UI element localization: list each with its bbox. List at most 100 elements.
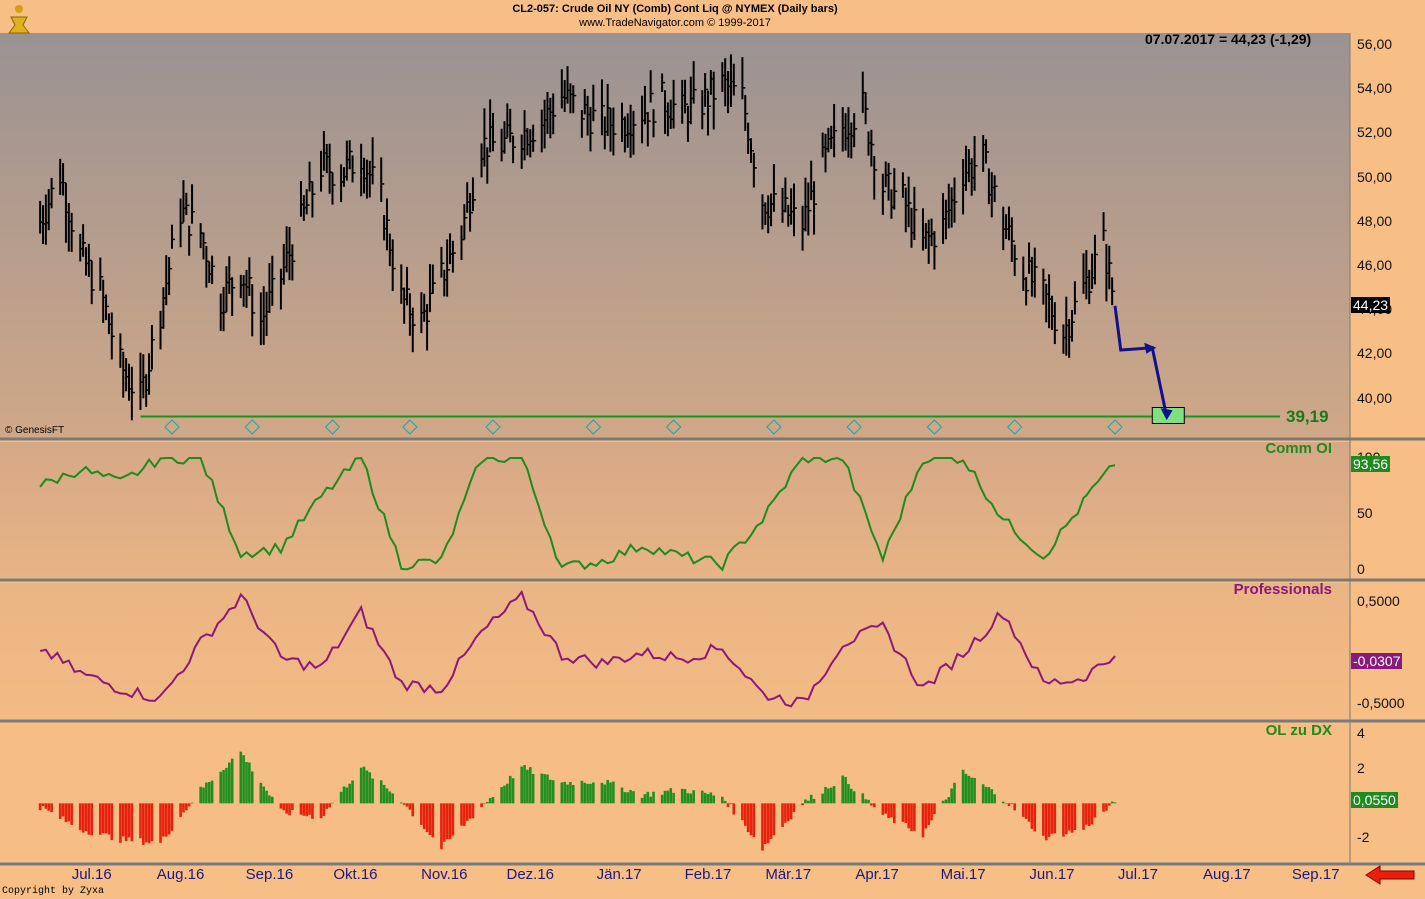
ol-zu-dx-histogram — [38, 751, 1117, 851]
histogram-bar-negative — [107, 803, 111, 835]
projection-arrowhead — [1160, 408, 1173, 421]
histogram-bar-positive — [503, 785, 506, 804]
histogram-bar-negative — [325, 803, 329, 809]
y-tick-label: -2 — [1357, 828, 1370, 845]
histogram-bar-negative — [185, 803, 188, 811]
histogram-bar-negative — [187, 803, 191, 807]
histogram-bar-positive — [592, 782, 595, 804]
r-diamond-marker-icon — [402, 419, 418, 435]
professionals-line — [39, 589, 1116, 708]
histogram-bar-positive — [603, 784, 607, 804]
histogram-bar-negative — [150, 803, 154, 842]
x-tick-label: Aug.16 — [156, 866, 205, 883]
histogram-bar-positive — [723, 800, 727, 804]
y-tick-label: 2 — [1357, 759, 1365, 776]
histogram-bar-negative — [420, 803, 423, 825]
histogram-bar-negative — [170, 803, 174, 831]
histogram-bar-positive — [563, 781, 566, 804]
histogram-bar-positive — [829, 787, 833, 804]
r-diamond-marker-icon — [485, 419, 501, 435]
red-left-arrow-icon[interactable] — [1364, 864, 1416, 886]
histogram-bar-negative — [904, 803, 908, 823]
histogram-bar-positive — [961, 769, 965, 804]
histogram-bar-negative — [319, 803, 323, 819]
histogram-bar-positive — [262, 786, 266, 804]
r-diamond-marker-icon — [244, 419, 260, 435]
histogram-bar-negative — [772, 803, 776, 836]
histogram-bar-negative — [769, 803, 773, 839]
histogram-bar-positive — [807, 800, 810, 804]
r-diamond-marker-icon — [665, 419, 682, 435]
histogram-bar-negative — [1042, 803, 1045, 836]
histogram-bar-negative — [1082, 803, 1085, 830]
histogram-bar-positive — [365, 770, 369, 804]
pro-panel-background — [0, 583, 1350, 719]
comm-oi-line — [39, 456, 1116, 572]
histogram-bar-negative — [881, 803, 885, 815]
histogram-bar-positive — [1004, 803, 1008, 804]
histogram-bar-negative — [781, 803, 784, 828]
histogram-bar-negative — [408, 803, 412, 810]
histogram-bar-negative — [50, 803, 53, 812]
histogram-bar-negative — [164, 803, 168, 837]
histogram-bar-positive — [620, 787, 624, 804]
histogram-bar-positive — [703, 792, 707, 804]
histogram-bar-negative — [801, 803, 804, 806]
histogram-bar-positive — [549, 779, 552, 804]
histogram-bar-negative — [483, 803, 486, 804]
histogram-bar-negative — [1021, 803, 1025, 817]
histogram-bar-negative — [142, 803, 145, 845]
histogram-bar-positive — [379, 780, 383, 804]
histogram-bar-negative — [101, 803, 105, 834]
histogram-bar-negative — [282, 803, 286, 811]
r-diamond-marker-icon — [766, 419, 782, 435]
histogram-bar-negative — [1105, 803, 1108, 811]
histogram-bar-positive — [944, 799, 948, 804]
histogram-bar-positive — [672, 792, 675, 804]
histogram-bar-negative — [428, 803, 432, 836]
pro-last-tag: -0,0307 — [1351, 653, 1403, 669]
histogram-bar-positive — [947, 797, 951, 804]
histogram-bar-negative — [890, 803, 893, 818]
histogram-bar-positive — [824, 786, 827, 804]
y-tick-label: 0 — [1357, 561, 1365, 577]
histogram-bar-negative — [761, 803, 764, 851]
histogram-bar-negative — [870, 803, 873, 806]
histogram-bar-positive — [804, 799, 807, 804]
y-tick-label: 54,00 — [1357, 80, 1393, 97]
histogram-bar-positive — [950, 788, 953, 804]
histogram-bar-negative — [1013, 803, 1016, 811]
projection-arrow — [1113, 305, 1173, 421]
histogram-bar-positive — [841, 775, 845, 804]
copyright: Copyright by Zyxa — [2, 886, 105, 897]
histogram-bar-positive — [941, 800, 945, 804]
histogram-bar-negative — [1030, 803, 1034, 829]
histogram-bar-negative — [741, 803, 744, 821]
histogram-bar-positive — [210, 780, 214, 804]
histogram-bar-positive — [861, 793, 865, 804]
histogram-bar-positive — [609, 782, 612, 804]
histogram-bar-positive — [832, 786, 836, 804]
histogram-bar-negative — [1033, 803, 1037, 832]
histogram-bar-positive — [689, 793, 693, 804]
histogram-bar-negative — [893, 803, 896, 824]
histogram-bar-positive — [1110, 801, 1114, 804]
histogram-bar-positive — [500, 787, 503, 804]
histogram-bar-positive — [821, 793, 824, 804]
histogram-bar-negative — [1073, 803, 1077, 831]
histogram-bar-positive — [202, 787, 205, 804]
histogram-bar-negative — [405, 803, 409, 807]
histogram-bar-positive — [990, 789, 994, 804]
histogram-bar-positive — [526, 769, 529, 804]
histogram-bar-positive — [368, 772, 372, 804]
histogram-bar-negative — [732, 803, 736, 815]
histogram-bar-positive — [543, 774, 546, 804]
histogram-bar-positive — [207, 782, 211, 804]
histogram-bar-positive — [546, 774, 549, 804]
histogram-bar-positive — [385, 788, 389, 804]
histogram-bar-negative — [766, 803, 770, 844]
histogram-bar-positive — [973, 777, 976, 804]
histogram-bar-negative — [933, 803, 936, 815]
histogram-bar-negative — [67, 803, 71, 822]
histogram-bar-positive — [649, 796, 652, 804]
